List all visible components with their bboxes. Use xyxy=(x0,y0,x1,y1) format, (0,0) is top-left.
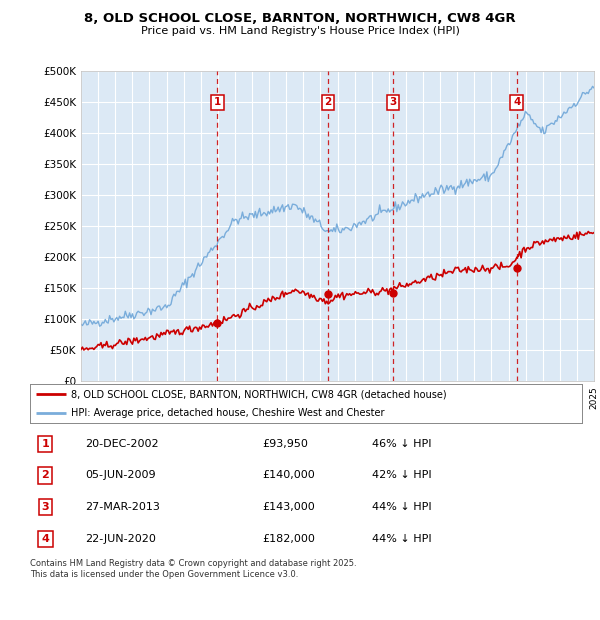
Text: 4: 4 xyxy=(41,534,49,544)
Text: 8, OLD SCHOOL CLOSE, BARNTON, NORTHWICH, CW8 4GR: 8, OLD SCHOOL CLOSE, BARNTON, NORTHWICH,… xyxy=(84,12,516,25)
Text: 27-MAR-2013: 27-MAR-2013 xyxy=(85,502,160,512)
Text: 3: 3 xyxy=(389,97,397,107)
Text: 46% ↓ HPI: 46% ↓ HPI xyxy=(372,439,432,449)
Text: 1: 1 xyxy=(41,439,49,449)
Text: HPI: Average price, detached house, Cheshire West and Chester: HPI: Average price, detached house, Ches… xyxy=(71,408,385,418)
Text: 3: 3 xyxy=(41,502,49,512)
Text: 44% ↓ HPI: 44% ↓ HPI xyxy=(372,502,432,512)
Text: 4: 4 xyxy=(513,97,520,107)
Text: Price paid vs. HM Land Registry's House Price Index (HPI): Price paid vs. HM Land Registry's House … xyxy=(140,26,460,36)
Text: 2: 2 xyxy=(41,471,49,480)
Text: 2: 2 xyxy=(324,97,331,107)
Text: 22-JUN-2020: 22-JUN-2020 xyxy=(85,534,156,544)
Text: Contains HM Land Registry data © Crown copyright and database right 2025.
This d: Contains HM Land Registry data © Crown c… xyxy=(30,559,356,578)
Text: 1: 1 xyxy=(214,97,221,107)
Text: £93,950: £93,950 xyxy=(262,439,308,449)
Text: 42% ↓ HPI: 42% ↓ HPI xyxy=(372,471,432,480)
Text: 20-DEC-2002: 20-DEC-2002 xyxy=(85,439,159,449)
Text: 05-JUN-2009: 05-JUN-2009 xyxy=(85,471,156,480)
Text: 44% ↓ HPI: 44% ↓ HPI xyxy=(372,534,432,544)
Text: £182,000: £182,000 xyxy=(262,534,315,544)
Text: £143,000: £143,000 xyxy=(262,502,314,512)
Text: £140,000: £140,000 xyxy=(262,471,314,480)
Text: 8, OLD SCHOOL CLOSE, BARNTON, NORTHWICH, CW8 4GR (detached house): 8, OLD SCHOOL CLOSE, BARNTON, NORTHWICH,… xyxy=(71,389,447,399)
